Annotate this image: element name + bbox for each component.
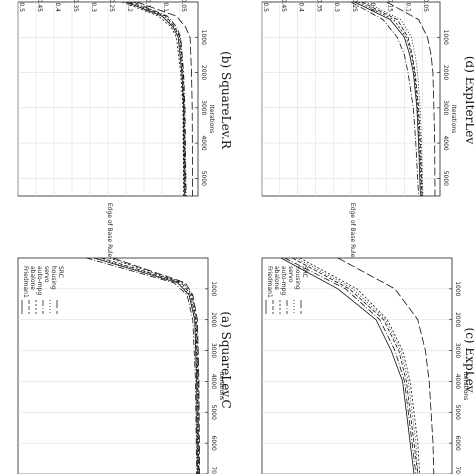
plot-frame — [261, 257, 453, 474]
y-tick-label: 0.45 — [280, 0, 287, 12]
series-line — [357, 1, 422, 197]
y-tick-label: 0.2 — [126, 2, 133, 12]
series-line — [125, 1, 185, 197]
x-tick-label: 3000 — [442, 100, 449, 115]
y-tick-label: 0.5 — [18, 2, 25, 12]
series-line — [112, 257, 200, 474]
legend-entry: Friedman1 — [266, 266, 273, 298]
x-tick-label: 2000 — [200, 65, 207, 80]
series-line — [125, 1, 186, 197]
x-tick-label: 1000 — [200, 30, 207, 45]
caption-b: (b) SquareLev.R — [219, 51, 233, 150]
series-line — [109, 257, 200, 474]
legend-entry: abalone — [29, 266, 36, 290]
series-line — [296, 257, 419, 474]
panel-b-squarelev-r: 10002000300040005000Iterations0.050.10.1… — [17, 0, 215, 258]
y-tick-label: 0.5 — [262, 2, 269, 12]
series-line — [129, 1, 186, 197]
legend-entry: servo — [287, 266, 294, 283]
x-tick-label: 4000 — [200, 135, 207, 150]
series-line — [86, 257, 197, 474]
y-tick-label: 0.3 — [333, 2, 340, 12]
legend-entry: abalone — [273, 266, 280, 290]
y-tick-label: 0.4 — [54, 2, 61, 12]
series-line — [386, 1, 436, 197]
legend-entry: auto-mpg — [36, 266, 43, 295]
legend-entry: SRC — [57, 266, 64, 278]
series-line — [354, 1, 421, 197]
x-tick-label: 3000 — [454, 343, 461, 358]
legend-entry: housing — [294, 266, 301, 290]
legend-entry: housing — [50, 266, 57, 290]
x-tick-label: 4000 — [454, 374, 461, 389]
panel-c-explev: 1000 2000 3000 4000 5000 6000 7000 Iterations Fr… — [261, 257, 469, 474]
y-tick-label: 0.35 — [315, 0, 322, 12]
y-tick-label: 0.1 — [404, 2, 411, 12]
caption-d: (d) ExpIterLev — [463, 56, 474, 145]
x-axis-label: Iterations — [208, 105, 215, 134]
y-tick-label: 0.1 — [162, 2, 169, 12]
series-line — [280, 257, 415, 474]
series-line — [133, 1, 187, 197]
series-line — [361, 1, 423, 197]
caption-a: (a) SquareLev.C — [219, 311, 233, 408]
x-tick-label: 6000 — [454, 436, 461, 451]
x-tick-label: 5000 — [454, 405, 461, 420]
legend-entry: SRC — [301, 266, 308, 278]
x-tick-label: 1000 — [454, 281, 461, 296]
y-tick-label: 0.05 — [422, 0, 429, 12]
series-line — [136, 1, 194, 197]
x-tick-label: 5000 — [200, 171, 207, 186]
y-tick-label: 0.25 — [351, 0, 358, 12]
series-line — [101, 257, 199, 474]
x-tick-label: 4000 — [442, 135, 449, 150]
legend-entry: Friedman1 — [22, 266, 29, 298]
x-tick-label: 7000 — [210, 466, 217, 474]
legend-entry: auto-mpg — [280, 266, 287, 295]
series-line — [365, 1, 424, 197]
x-tick-label: 2000 — [210, 312, 217, 327]
x-tick-label: 3000 — [200, 100, 207, 115]
y-tick-label: 0.45 — [36, 0, 43, 12]
x-tick-label: 2000 — [454, 312, 461, 327]
series-line — [292, 257, 419, 474]
x-tick-label: 2000 — [442, 65, 449, 80]
y-tick-label: 0.35 — [72, 0, 79, 12]
x-tick-label: 5000 — [210, 405, 217, 420]
y-tick-label: 0.05 — [180, 0, 187, 12]
caption-c: (c) ExpLev — [463, 328, 474, 393]
panel-d-expiterlev: 1000 2000 3000 4000 5000 Iterations 0.05 0.1 0.1… — [261, 0, 457, 258]
x-tick-label: 1000 — [442, 30, 449, 45]
x-tick-label: 1000 — [210, 281, 217, 296]
y-axis-label: Edge of Base Rule — [349, 203, 356, 258]
x-tick-label: 5000 — [442, 171, 449, 186]
series-line — [122, 1, 184, 197]
x-tick-label: 3000 — [210, 343, 217, 358]
y-tick-label: 0.4 — [298, 2, 305, 12]
legend-entry: servo — [43, 266, 50, 283]
series-line — [337, 257, 435, 474]
y-tick-label: 0.25 — [108, 0, 115, 12]
y-tick-label: 0.3 — [90, 2, 97, 12]
panel-a-squarelev-c: 1000 2000 3000 4000 5000 6000 7000 Iterations Fr… — [17, 257, 225, 474]
x-tick-label: 7000 — [454, 466, 461, 474]
y-axis-label: Edge of Base Rule — [106, 203, 113, 258]
series-line — [93, 257, 198, 474]
x-axis-label: Iterations — [218, 372, 225, 401]
series-line — [97, 257, 199, 474]
x-tick-label: 4000 — [210, 374, 217, 389]
x-tick-label: 6000 — [210, 436, 217, 451]
series-line — [299, 257, 421, 474]
y-tick-label: 0.2 — [369, 2, 376, 12]
x-axis-label: Iterations — [462, 372, 469, 401]
x-axis-label: Iterations — [450, 105, 457, 134]
y-tick-label: 0.15 — [387, 0, 394, 12]
